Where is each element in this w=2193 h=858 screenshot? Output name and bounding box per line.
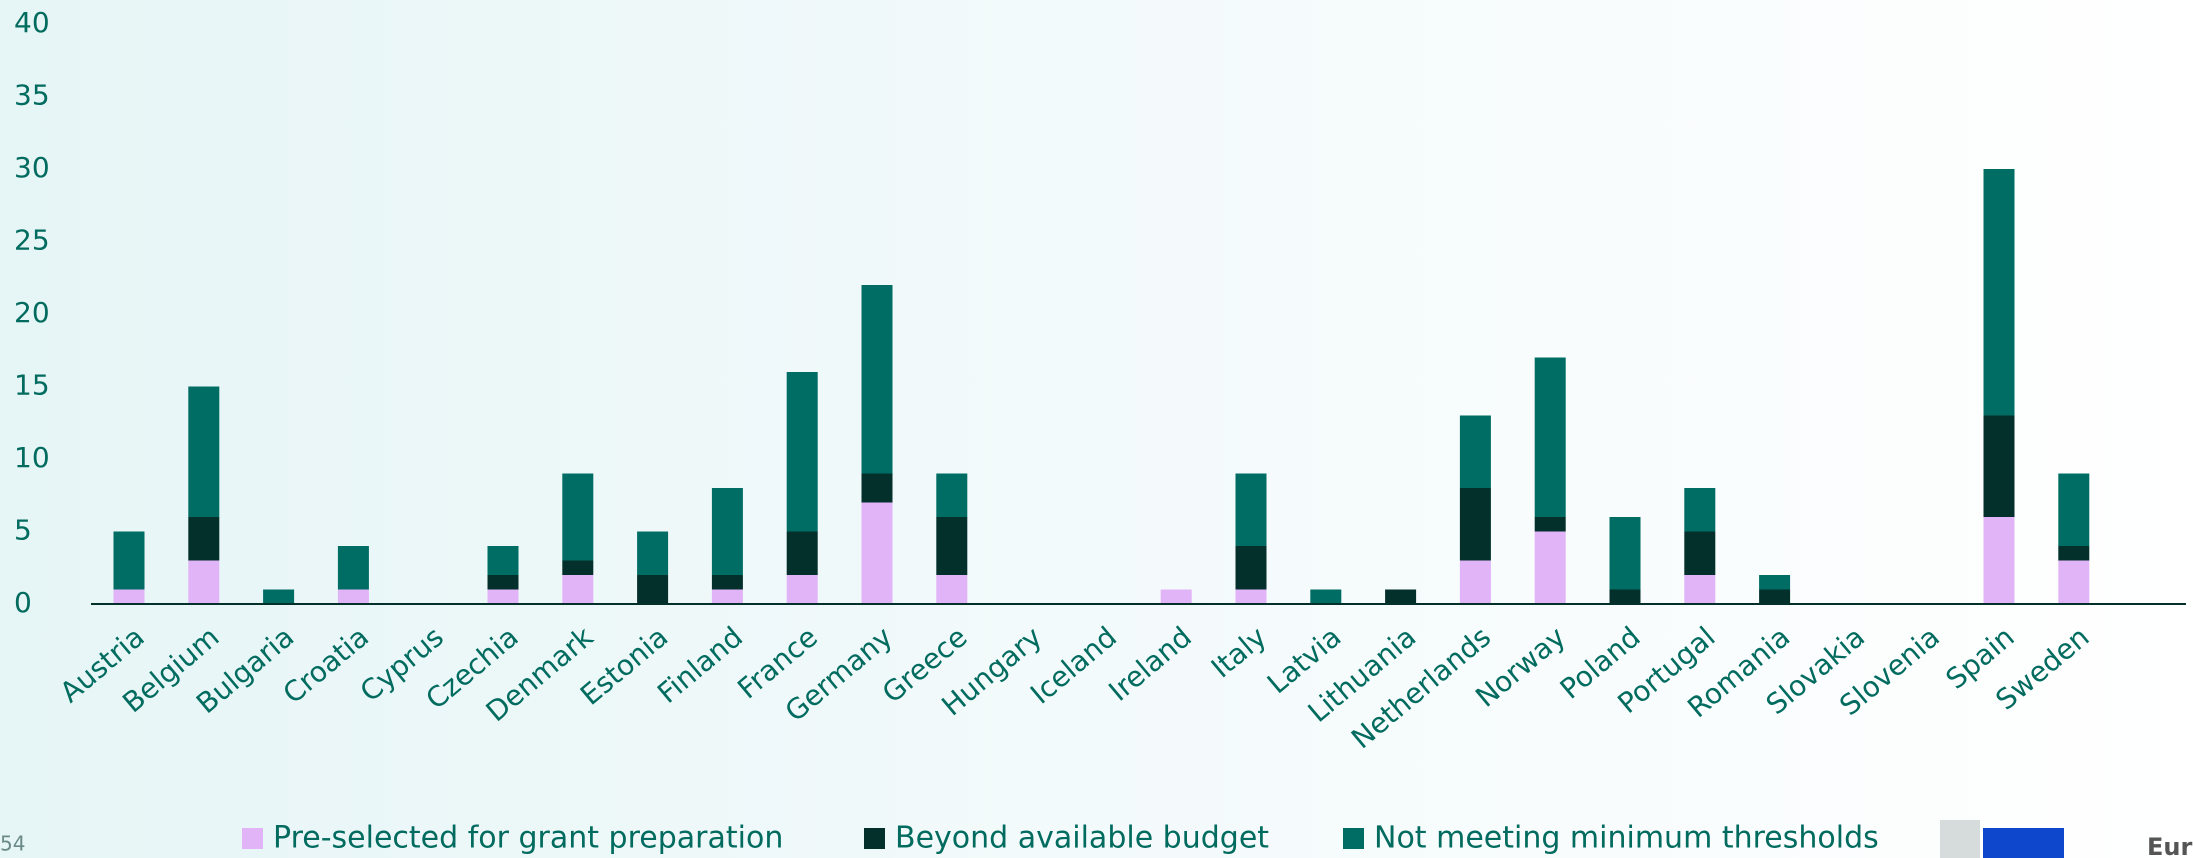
- bar-segment: [1684, 531, 1716, 575]
- x-tick-label: Ireland: [1102, 620, 1197, 708]
- bar-segment: [1459, 488, 1491, 561]
- bar-segment: [1983, 415, 2015, 517]
- bar-segment: [1983, 169, 2015, 416]
- bar-segment: [786, 372, 818, 532]
- bar-segment: [1609, 517, 1641, 590]
- bar-segment: [637, 531, 669, 575]
- legend-label: Beyond available budget: [895, 821, 1269, 856]
- bar-segment: [936, 575, 968, 604]
- bar-segment: [786, 531, 818, 575]
- page-number: 54: [0, 832, 25, 856]
- legend-swatch: [864, 828, 885, 849]
- bar-segment: [1385, 589, 1417, 604]
- bar-segment: [1759, 589, 1791, 604]
- bar-segment: [487, 589, 519, 604]
- bar-segment: [1534, 357, 1566, 517]
- bar-segment: [711, 589, 743, 604]
- bar-segment: [562, 473, 594, 561]
- bar-segment: [861, 502, 893, 604]
- bar-segment: [861, 473, 893, 503]
- bar-segment: [188, 386, 220, 517]
- bar-segment: [2058, 560, 2090, 604]
- bar-segment: [188, 560, 220, 604]
- bar-segment: [2058, 546, 2090, 561]
- bar-segment: [711, 488, 743, 575]
- x-tick-label: Croatia: [277, 620, 375, 710]
- bar-segment: [113, 589, 145, 604]
- bar-segment: [263, 589, 295, 604]
- bar-segment: [1235, 473, 1267, 546]
- logo-building: [1940, 820, 1980, 858]
- x-tick-label: Iceland: [1024, 620, 1123, 710]
- bar-segment: [1534, 531, 1566, 604]
- bar-segment: [936, 473, 968, 517]
- bar-segment: [1684, 575, 1716, 604]
- bar-segment: [786, 575, 818, 604]
- bar-segment: [1983, 517, 2015, 604]
- y-tick-label: 5: [14, 514, 32, 547]
- bar-segment: [562, 575, 594, 604]
- bar-segment: [1310, 589, 1342, 604]
- bar-segment: [1609, 589, 1641, 604]
- y-tick-label: 25: [14, 224, 50, 257]
- legend-swatch: [242, 828, 263, 849]
- y-tick-label: 15: [14, 369, 50, 402]
- bar-segment: [487, 575, 519, 590]
- bar-segment: [487, 546, 519, 575]
- bar-segment: [1459, 415, 1491, 488]
- bar-segment: [1759, 575, 1791, 590]
- bar-segment: [2058, 473, 2090, 546]
- y-tick-label: 10: [14, 441, 50, 474]
- bar-segment: [1534, 517, 1566, 532]
- eu-flag: [1983, 828, 2064, 858]
- y-tick-label: 30: [14, 151, 50, 184]
- bar-segment: [562, 560, 594, 575]
- y-tick-label: 35: [14, 79, 50, 112]
- y-tick-label: 40: [14, 6, 50, 39]
- bar-segment: [113, 531, 145, 590]
- x-tick-label: Finland: [651, 620, 749, 710]
- bar-segment: [337, 546, 369, 590]
- bar-segment: [861, 285, 893, 474]
- legend-swatch: [1343, 828, 1364, 849]
- y-tick-label: 0: [14, 586, 32, 619]
- y-tick-label: 20: [14, 296, 50, 329]
- bar-segment: [337, 589, 369, 604]
- bar-segment: [1459, 560, 1491, 604]
- bar-segment: [1160, 589, 1192, 604]
- bar-segment: [637, 575, 669, 604]
- legend-label: Not meeting minimum thresholds: [1374, 821, 1879, 856]
- bar-segment: [1235, 546, 1267, 590]
- legend-label: Pre-selected for grant preparation: [273, 821, 783, 856]
- bar-segment: [1235, 589, 1267, 604]
- logo-text: European Commission: [2147, 833, 2193, 858]
- bar-segment: [711, 575, 743, 590]
- bar-segment: [1684, 488, 1716, 532]
- bar-segment: [936, 517, 968, 575]
- bar-segment: [188, 517, 220, 561]
